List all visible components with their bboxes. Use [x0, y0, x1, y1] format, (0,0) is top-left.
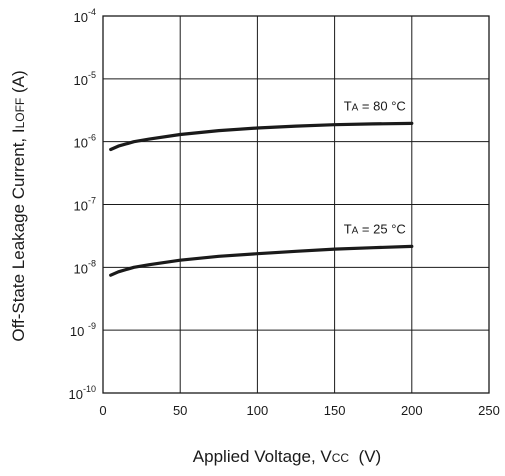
x-tick-label: 100	[247, 403, 269, 418]
x-tick-label: 0	[99, 403, 106, 418]
series-label-2: TA = 25 °C	[344, 221, 406, 236]
x-tick-label: 150	[324, 403, 346, 418]
y-tick-label: 10-5	[74, 70, 96, 88]
series-group: TA = 80 °C TA = 25 °C	[111, 98, 412, 275]
y-tick-labels: 10-10 10 -9 10-8 10-7 10-6 10-5 10-4	[69, 7, 96, 402]
series-label-1: TA = 80 °C	[344, 98, 406, 113]
x-tick-label: 200	[401, 403, 423, 418]
y-tick-label: 10-8	[74, 258, 96, 276]
x-tick-labels: 0 50 100 150 200 250	[99, 403, 499, 418]
y-tick-label: 10-6	[74, 133, 96, 151]
series-line-1	[111, 123, 412, 149]
y-axis-title: Off-State Leakage Current, ILOFF (A)	[9, 70, 28, 341]
x-tick-label: 250	[478, 403, 500, 418]
y-tick-label: 10-10	[69, 384, 96, 402]
series-line-2	[111, 246, 412, 275]
x-axis-title: Applied Voltage, VCC (V)	[193, 447, 381, 466]
y-tick-label: 10-4	[74, 7, 96, 25]
y-tick-label: 10 -9	[70, 321, 96, 339]
x-tick-label: 50	[173, 403, 187, 418]
grid-lines	[103, 16, 489, 393]
y-tick-label: 10-7	[74, 196, 96, 214]
